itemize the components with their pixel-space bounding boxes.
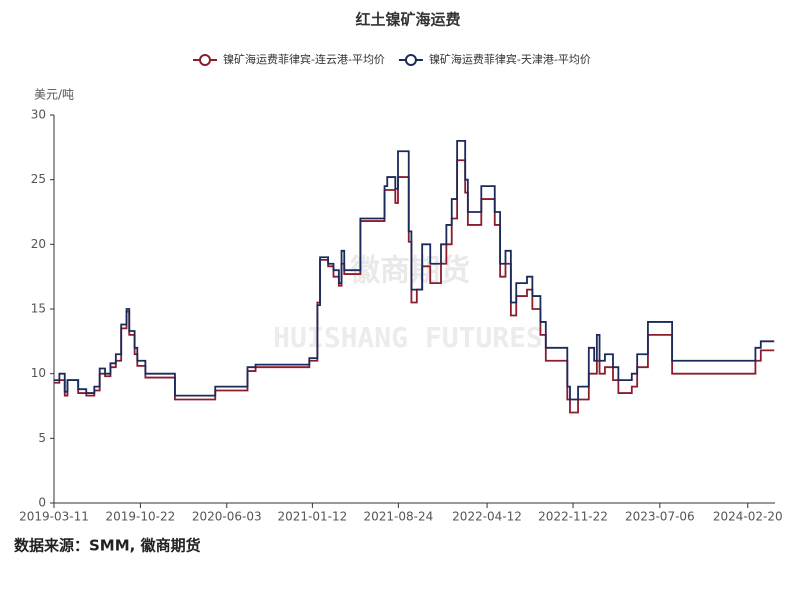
y-tick-label: 25 [31,172,46,186]
legend-label: 镍矿海运费菲律宾-天津港-平均价 [429,52,591,66]
x-tick-label: 2021-08-24 [364,510,434,524]
x-tick-label: 2019-10-22 [106,510,176,524]
watermark-cn: 徽商期货 [349,254,470,289]
legend: 镍矿海运费菲律宾-连云港-平均价 镍矿海运费菲律宾-天津港-平均价 [193,52,591,66]
chart-title: 红土镍矿海运费 [355,11,460,29]
x-tick-label: 2023-07-06 [625,510,695,524]
legend-marker [404,54,417,66]
series-line [54,159,775,414]
x-tick-label: 2022-11-22 [538,510,608,524]
series-line [54,139,775,401]
y-axis-unit: 美元/吨 [34,88,74,102]
y-tick-label: 5 [38,431,46,445]
y-tick-label: 20 [31,237,46,251]
x-tick-label: 2022-04-12 [452,510,522,524]
x-tick-label: 2019-03-11 [19,510,89,524]
x-tick-label: 2021-01-12 [278,510,348,524]
y-tick-label: 30 [31,108,46,122]
y-tick-label: 0 [38,496,46,510]
source-note: 数据来源：SMM, 徽商期货 [14,537,201,555]
y-tick-label: 15 [31,302,46,316]
legend-marker [199,54,211,66]
x-tick-label: 2020-06-03 [192,510,262,524]
legend-label: 镍矿海运费菲律宾-连云港-平均价 [223,52,385,66]
watermark-en: HUISHANG FUTURES [273,321,543,354]
y-tick-label: 10 [31,366,46,380]
x-tick-label: 2024-02-20 [713,510,783,524]
